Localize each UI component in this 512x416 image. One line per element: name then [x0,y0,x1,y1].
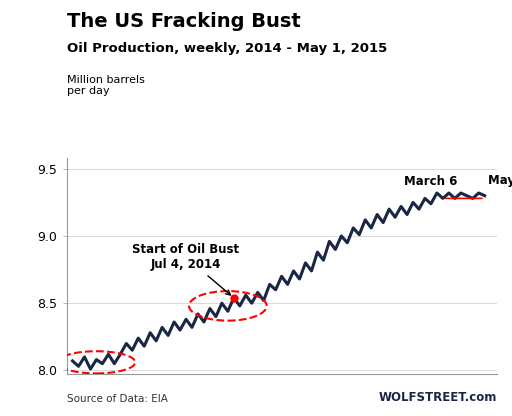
Text: The US Fracking Bust: The US Fracking Bust [67,12,301,32]
Text: WOLFSTREET.com: WOLFSTREET.com [378,391,497,404]
Text: Oil Production, weekly, 2014 - May 1, 2015: Oil Production, weekly, 2014 - May 1, 20… [67,42,387,54]
Text: Million barrels
per day: Million barrels per day [67,75,144,97]
Text: Source of Data: EIA: Source of Data: EIA [67,394,167,404]
Text: May 1: May 1 [487,173,512,187]
Text: Start of Oil Bust
Jul 4, 2014: Start of Oil Bust Jul 4, 2014 [133,243,240,295]
Text: March 6: March 6 [404,175,458,188]
